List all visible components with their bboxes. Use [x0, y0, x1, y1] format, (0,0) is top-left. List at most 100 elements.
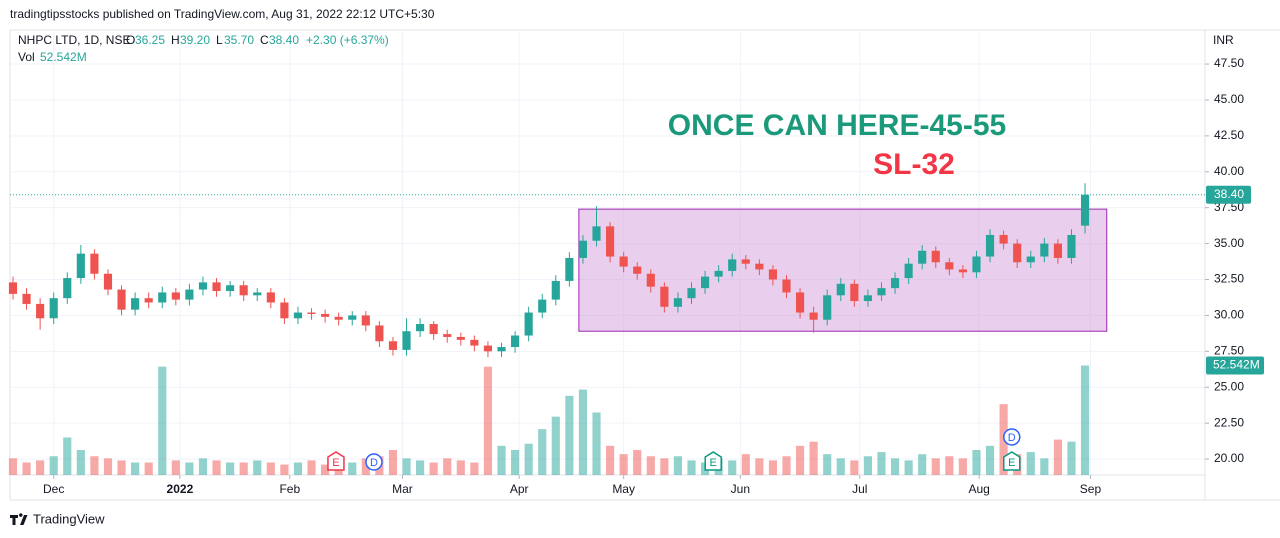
candle-body [619, 256, 628, 267]
l-key: L [216, 33, 223, 47]
candle-body [741, 259, 750, 264]
candle-body [198, 282, 208, 290]
candle-body [348, 315, 357, 320]
volume-bar [1040, 458, 1049, 475]
candle-body [985, 234, 995, 257]
volume-bar [144, 462, 153, 475]
volume-bar [836, 458, 845, 475]
candle-body [660, 286, 669, 307]
volume-bar [429, 462, 438, 475]
volume-bar [253, 460, 262, 475]
candle-body [36, 303, 45, 319]
candle-body [809, 312, 818, 320]
candle-body [158, 292, 167, 303]
last-price-label: 38.40 [1214, 187, 1244, 201]
volume-bar [904, 460, 913, 475]
volume-bar [768, 460, 777, 475]
x-tick-label: Feb [279, 482, 300, 496]
volume-bar [633, 450, 642, 475]
open-value: 36.25 [135, 33, 165, 47]
x-tick-label: Jul [852, 482, 867, 496]
x-tick-label: May [612, 482, 635, 496]
candle-body [171, 292, 180, 300]
candle-body [361, 315, 370, 326]
y-tick-label: 25.00 [1214, 379, 1244, 393]
event-label: D [370, 457, 378, 469]
volume-bar [850, 460, 859, 475]
x-tick-label: 2022 [167, 482, 194, 496]
y-tick-label: 45.00 [1214, 92, 1244, 106]
candle-body [1026, 256, 1035, 263]
candle-body [768, 269, 777, 280]
event-label: E [1008, 457, 1015, 469]
candle-body [144, 298, 153, 303]
volume-bar [863, 456, 872, 475]
candle-body [972, 256, 981, 273]
volume-bar [131, 462, 140, 475]
volume-bar [538, 429, 547, 475]
y-tick-label: 22.50 [1214, 415, 1244, 429]
candle-body [239, 285, 248, 296]
volume-bar [185, 462, 194, 475]
volume-bar [456, 460, 465, 475]
low-value: 35.70 [224, 33, 254, 47]
candle-body [90, 253, 99, 274]
candle-body [280, 302, 289, 319]
h-key: H [171, 33, 180, 47]
volume-bar [76, 450, 85, 475]
candle-body [877, 288, 886, 296]
candle-body [429, 324, 438, 335]
candle-body [253, 292, 262, 296]
candle-body [578, 240, 588, 258]
candle-body [958, 269, 967, 273]
candle-body [497, 347, 506, 352]
y-tick-label: 40.00 [1214, 164, 1244, 178]
candle-body [185, 289, 194, 300]
symbol: NHPC LTD, 1D, NSE [18, 33, 130, 47]
candle-body [266, 292, 275, 303]
candle-body [49, 298, 58, 319]
volume-bar [293, 462, 303, 475]
range-box [578, 208, 1108, 332]
candle-body [117, 289, 126, 310]
volume-bar [809, 441, 818, 475]
candle-body [565, 257, 574, 281]
volume-bar [239, 462, 248, 475]
candle-body [1013, 243, 1022, 263]
volume-bar [687, 460, 696, 475]
candle-body [728, 259, 737, 271]
volume-bar [565, 395, 574, 475]
volume-bar [212, 460, 221, 475]
candle-body [1067, 234, 1076, 258]
volume-bar [348, 462, 357, 475]
event-dividend [1003, 428, 1021, 446]
candle-body [836, 283, 845, 296]
y-tick-label: 32.50 [1214, 272, 1244, 286]
candle-body [714, 270, 723, 277]
last-price-tag [1206, 185, 1251, 204]
volume-bar [1026, 452, 1035, 475]
candle-body [551, 280, 560, 300]
volume-bar [1067, 441, 1076, 475]
volume-bar [1080, 365, 1090, 475]
volume-bar [321, 464, 330, 475]
annotation: SL-32 [873, 148, 955, 181]
y-tick-label: 47.50 [1214, 56, 1244, 70]
volume-bar [985, 445, 995, 475]
volume-bar [619, 454, 628, 475]
volume-bar [22, 462, 31, 475]
last-volume-label: 52.542M [1213, 358, 1260, 372]
annotation: ONCE CAN HERE-45-55 [668, 109, 1006, 142]
candle-body [890, 278, 900, 289]
candle-body [700, 276, 710, 289]
volume-bar [524, 443, 533, 475]
volume-bar [972, 450, 981, 475]
event-label: E [710, 457, 717, 469]
volume-bar [117, 460, 126, 475]
candle-body [402, 331, 411, 350]
x-tick-label: Apr [510, 482, 529, 496]
candle-body [904, 263, 913, 279]
published-note: tradingtipsstocks published on TradingVi… [10, 7, 435, 21]
brand-logo: TradingView [10, 511, 105, 526]
